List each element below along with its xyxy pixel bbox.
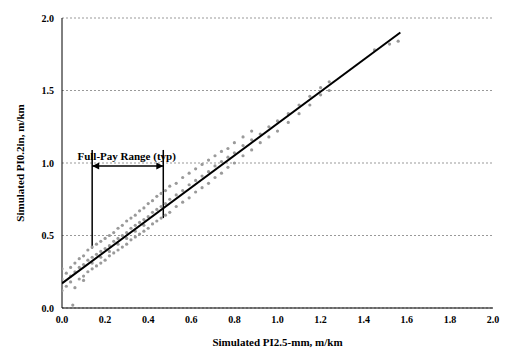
svg-text:0.8: 0.8 (228, 314, 241, 325)
svg-text:Simulated PI2.5-mm, m/km: Simulated PI2.5-mm, m/km (212, 336, 342, 348)
svg-text:1.2: 1.2 (314, 314, 327, 325)
svg-text:0.2: 0.2 (99, 314, 112, 325)
svg-text:0.5: 0.5 (42, 230, 55, 241)
svg-text:1.0: 1.0 (271, 314, 284, 325)
svg-text:0.0: 0.0 (56, 314, 69, 325)
svg-text:0.6: 0.6 (185, 314, 198, 325)
svg-text:1.0: 1.0 (42, 158, 55, 169)
svg-text:0.0: 0.0 (42, 303, 55, 314)
svg-text:0.4: 0.4 (142, 314, 155, 325)
svg-text:1.4: 1.4 (357, 314, 370, 325)
svg-text:2.0: 2.0 (42, 13, 55, 24)
svg-text:Simulated PI0.2in, m/km: Simulated PI0.2in, m/km (14, 104, 26, 221)
svg-text:Full-Pay Range (typ): Full-Pay Range (typ) (77, 150, 176, 163)
svg-text:1.5: 1.5 (42, 85, 55, 96)
svg-text:1.8: 1.8 (444, 314, 457, 325)
svg-text:2.0: 2.0 (487, 314, 500, 325)
svg-text:1.6: 1.6 (401, 314, 414, 325)
